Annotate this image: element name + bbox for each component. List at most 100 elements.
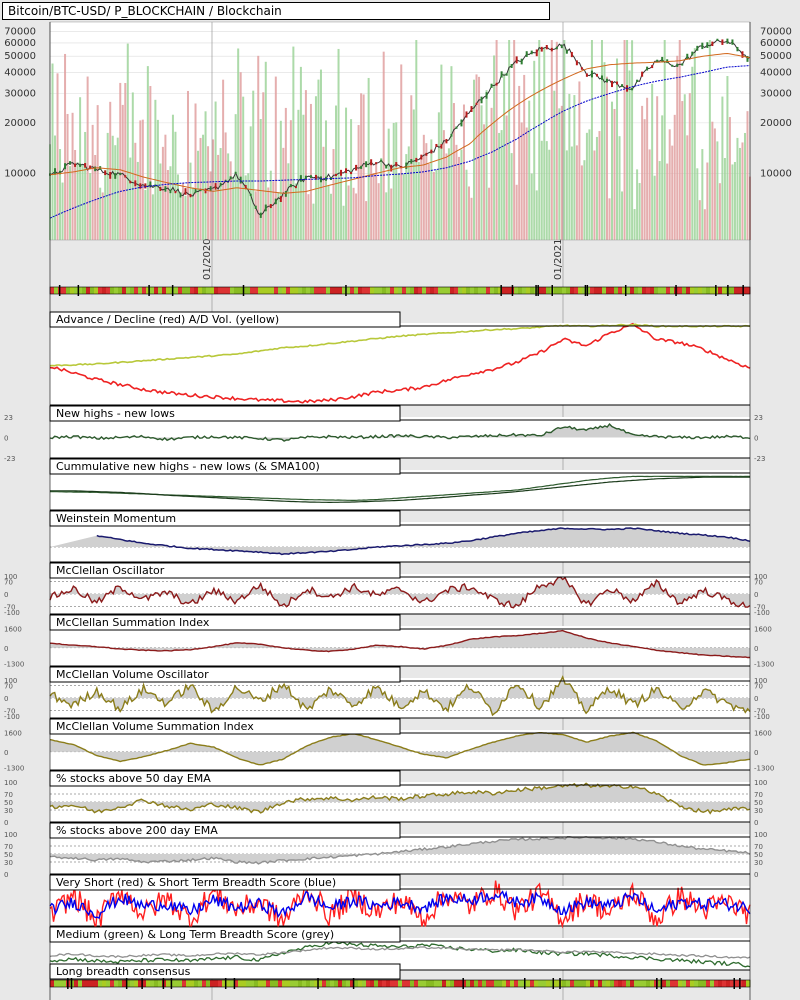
mcclellan-volume-oscillator-tick-right: 100 bbox=[754, 677, 767, 685]
price-candle bbox=[365, 161, 368, 168]
volume-bar bbox=[144, 189, 147, 240]
volume-bar bbox=[345, 107, 348, 240]
volume-bar bbox=[743, 132, 746, 240]
consensus-strip-top-segment bbox=[214, 287, 219, 294]
long-breadth-consensus-strip-segment bbox=[446, 980, 451, 987]
year-label: 01/2020 bbox=[202, 238, 213, 280]
consensus-strip-top-marker bbox=[715, 285, 717, 296]
long-breadth-consensus-strip-segment bbox=[474, 980, 479, 987]
consensus-strip-top-segment bbox=[246, 287, 251, 294]
consensus-strip-top-segment bbox=[394, 287, 399, 294]
volume-bar bbox=[626, 40, 629, 240]
consensus-strip-top-segment bbox=[114, 287, 119, 294]
consensus-strip-top-segment bbox=[350, 287, 355, 294]
pct-above-50ema-tick-left: 100 bbox=[4, 779, 17, 787]
consensus-strip-top-segment bbox=[430, 287, 435, 294]
long-breadth-consensus-strip-segment bbox=[362, 980, 367, 987]
volume-bar bbox=[54, 135, 57, 240]
consensus-strip-top-segment bbox=[562, 287, 567, 294]
volume-bar bbox=[618, 136, 621, 240]
price-candle bbox=[340, 169, 343, 176]
price-candle bbox=[224, 179, 227, 182]
price-candle bbox=[741, 51, 744, 58]
long-breadth-consensus-strip-segment bbox=[62, 980, 67, 987]
long-breadth-consensus-strip-marker bbox=[656, 978, 658, 989]
long-breadth-consensus-strip-segment bbox=[730, 980, 735, 987]
volume-bar bbox=[728, 117, 731, 240]
volume-bar bbox=[314, 96, 317, 240]
consensus-strip-top-segment bbox=[522, 287, 527, 294]
consensus-strip-top-segment bbox=[490, 287, 495, 294]
price-candle bbox=[731, 39, 734, 45]
price-candle bbox=[119, 172, 122, 176]
price-candle bbox=[314, 174, 317, 180]
price-candle bbox=[249, 193, 252, 197]
price-candle bbox=[149, 181, 152, 188]
volume-bar bbox=[390, 188, 393, 240]
consensus-strip-top-segment bbox=[250, 287, 255, 294]
consensus-strip-top-segment bbox=[266, 287, 271, 294]
long-breadth-consensus-strip-segment bbox=[218, 980, 223, 987]
volume-bar bbox=[387, 128, 390, 240]
volume-bar bbox=[227, 153, 230, 240]
long-breadth-consensus-strip-segment bbox=[702, 980, 707, 987]
pct-above-50ema-area bbox=[50, 783, 750, 814]
long-breadth-consensus-strip-segment bbox=[118, 980, 123, 987]
long-breadth-consensus-strip-segment bbox=[246, 980, 251, 987]
long-breadth-consensus-strip-segment bbox=[546, 980, 551, 987]
long-breadth-consensus-strip-segment bbox=[178, 980, 183, 987]
mcclellan-volume-summation-tick-right: -1300 bbox=[754, 765, 774, 773]
volume-bar bbox=[111, 135, 114, 240]
volume-bar bbox=[490, 107, 493, 240]
long-breadth-consensus-strip-segment bbox=[630, 980, 635, 987]
pct-above-50ema-tick-right: 0 bbox=[754, 819, 758, 827]
volume-bar bbox=[600, 40, 603, 240]
price-tick-right: 30000 bbox=[760, 88, 792, 99]
volume-bar bbox=[708, 40, 711, 240]
volume-bar bbox=[658, 161, 661, 240]
long-breadth-consensus-strip-segment bbox=[578, 980, 583, 987]
consensus-strip-top-segment bbox=[142, 287, 147, 294]
consensus-strip-top-segment bbox=[254, 287, 259, 294]
long-breadth-consensus-strip-segment bbox=[110, 980, 115, 987]
long-breadth-consensus-strip-segment bbox=[746, 980, 751, 987]
chart-title: Bitcoin/BTC-USD/ P_BLOCKCHAIN / Blockcha… bbox=[2, 2, 550, 20]
consensus-strip-top-segment bbox=[486, 287, 491, 294]
volume-bar bbox=[435, 169, 438, 240]
price-candle bbox=[550, 47, 553, 52]
long-breadth-consensus-strip-segment bbox=[710, 980, 715, 987]
mcclellan-oscillator-line-0 bbox=[49, 576, 751, 609]
volume-bar bbox=[646, 97, 649, 241]
volume-bar bbox=[621, 191, 624, 240]
volume-bar bbox=[731, 164, 734, 240]
price-candle bbox=[671, 64, 674, 67]
pct-above-200ema-tick-left: 30 bbox=[4, 859, 13, 867]
long-breadth-consensus-strip-segment bbox=[198, 980, 203, 987]
long-breadth-consensus-strip-marker bbox=[739, 978, 741, 989]
volume-bar bbox=[91, 124, 94, 240]
long-breadth-consensus-strip-segment bbox=[462, 980, 467, 987]
long-breadth-consensus-strip-segment bbox=[182, 980, 187, 987]
long-breadth-consensus-strip-segment bbox=[666, 980, 671, 987]
price-candle bbox=[530, 50, 533, 55]
long-breadth-consensus-strip-segment bbox=[266, 980, 271, 987]
consensus-strip-top-segment bbox=[222, 287, 227, 294]
volume-bar bbox=[224, 132, 227, 240]
pct-above-50ema-tick-left: 70 bbox=[4, 791, 13, 799]
price-tick-right: 60000 bbox=[760, 38, 792, 49]
long-breadth-consensus-strip-segment bbox=[334, 980, 339, 987]
consensus-strip-top-segment bbox=[202, 287, 207, 294]
price-tick-left: 30000 bbox=[4, 88, 36, 99]
long-breadth-consensus-strip-segment bbox=[530, 980, 535, 987]
price-candle bbox=[284, 191, 287, 197]
long-breadth-consensus-strip-segment bbox=[230, 980, 235, 987]
volume-bar bbox=[452, 103, 455, 240]
long-breadth-consensus-strip-segment bbox=[598, 980, 603, 987]
volume-bar bbox=[322, 146, 325, 240]
long-breadth-consensus-strip-segment bbox=[342, 980, 347, 987]
mcclellan-volume-summation-area bbox=[50, 732, 750, 765]
price-candle bbox=[59, 170, 62, 175]
price-candle bbox=[656, 59, 659, 63]
price-candle bbox=[239, 176, 242, 184]
mcclellan-volume-oscillator-tick-right: 70 bbox=[754, 682, 763, 690]
